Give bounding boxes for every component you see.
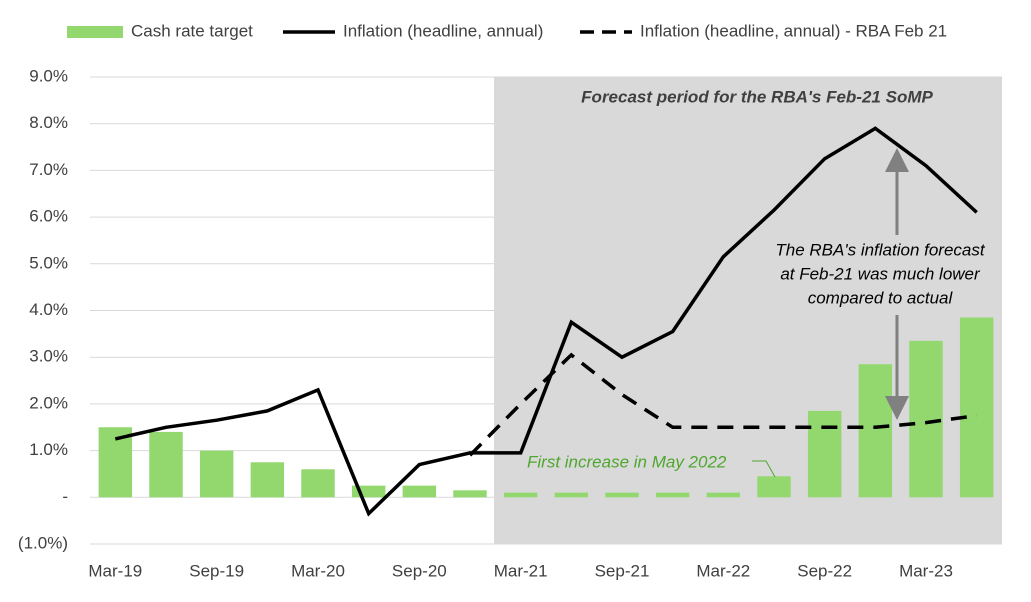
leader-line [752,460,776,478]
annotation-line: compared to actual [808,288,954,307]
x-tick-label: Mar-22 [696,561,750,580]
legend-label: Cash rate target [131,21,253,40]
bar [807,410,842,498]
y-tick-label: 6.0% [29,207,68,226]
bar [250,462,285,498]
y-tick-label: 9.0% [29,66,68,85]
first-increase-label: First increase in May 2022 [527,452,727,471]
x-tick-label: Sep-19 [189,561,244,580]
x-tick-label: Sep-21 [595,561,650,580]
bar [453,490,487,498]
x-tick-label: Mar-19 [88,561,142,580]
x-tick-label: Sep-20 [392,561,447,580]
bar [757,476,791,498]
annotation-line: at Feb-21 was much lower [780,264,981,283]
bar [706,492,741,498]
bar [199,450,234,498]
bar [909,340,943,498]
y-tick-label: 7.0% [29,160,68,179]
x-tick-label: Mar-20 [291,561,345,580]
x-tick-label: Mar-23 [899,561,953,580]
bar [351,485,386,498]
grid [90,76,1002,545]
bars [98,317,994,498]
y-tick-label: 8.0% [29,113,68,132]
x-tick-label: Sep-22 [797,561,852,580]
bar [959,317,994,498]
bar [503,492,538,498]
bar [858,364,893,498]
legend: Cash rate target Inflation (headline, ann… [67,21,947,40]
legend-label: Inflation (headline, annual) [343,21,543,40]
bar [554,492,589,498]
lines [114,126,978,517]
y-tick-label: (1.0%) [18,533,68,552]
forecast-label: Forecast period for the RBA's Feb-21 SoM… [581,87,933,106]
annotation-line: The RBA's inflation forecast [775,240,986,259]
y-tick-label: 5.0% [29,253,68,272]
bar [149,431,183,498]
forecast-line [468,352,977,457]
y-tick-label: 3.0% [29,347,68,366]
inflation-line [114,126,978,517]
y-tick-label: 4.0% [29,300,68,319]
legend-label: Inflation (headline, annual) - RBA Feb 2… [640,21,947,40]
axes: (1.0%) - 1.0% 2.0% 3.0% 4.0% 5.0% 6.0% 7.0% 8.0% 9… [18,66,953,580]
y-tick-label: - [62,487,68,506]
bar [655,492,690,498]
y-tick-label: 1.0% [29,440,68,459]
x-tick-label: Mar-21 [494,561,548,580]
bar [605,492,639,498]
bar [301,469,335,498]
bar [402,485,437,498]
y-tick-label: 2.0% [29,393,68,412]
legend-swatch [67,26,123,38]
